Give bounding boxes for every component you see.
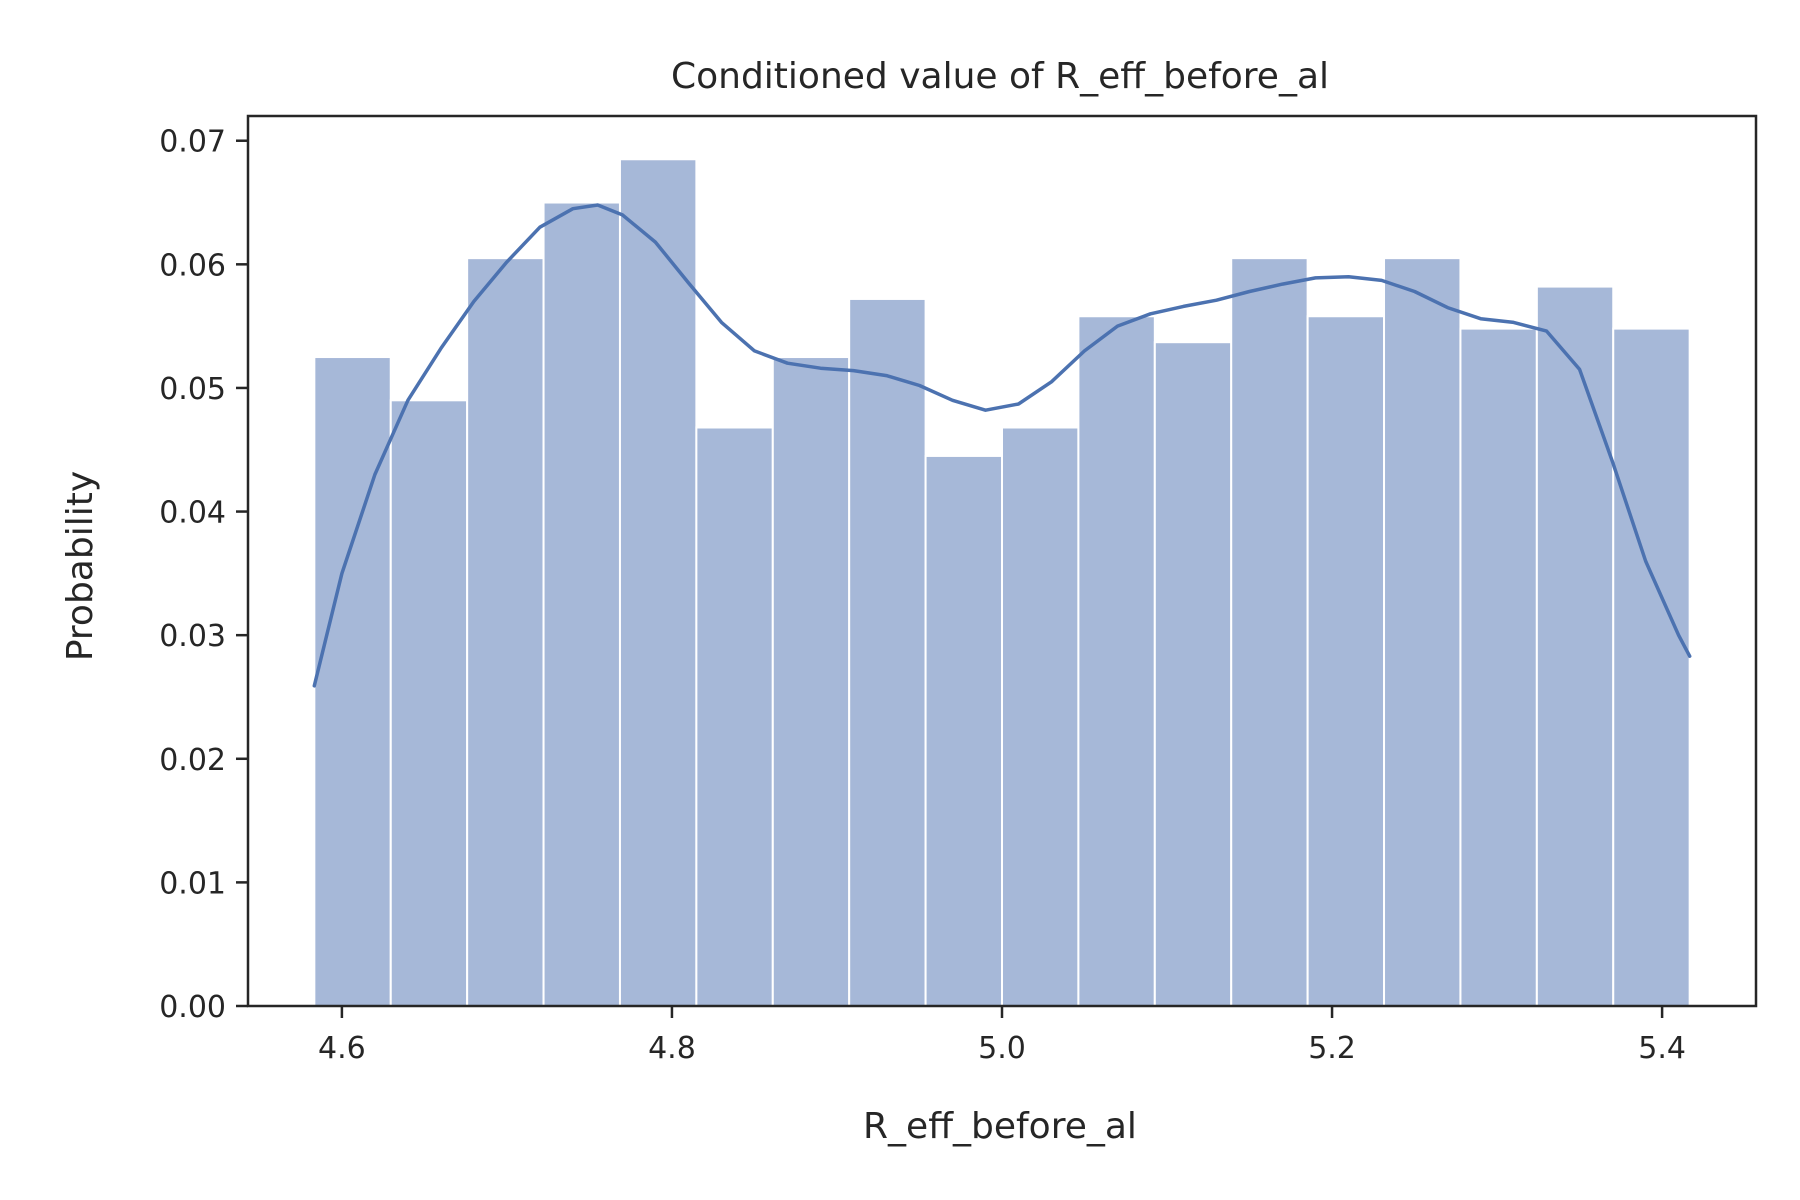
x-axis: 4.6 4.8 5.0 5.2 5.4 bbox=[318, 1006, 1686, 1066]
x-tick-label: 5.2 bbox=[1308, 1031, 1356, 1066]
histogram-bar bbox=[695, 426, 774, 1007]
x-tick-label: 5.0 bbox=[978, 1031, 1026, 1066]
chart-title: Conditioned value of R_eff_before_al bbox=[671, 56, 1329, 97]
histogram-bar bbox=[1306, 315, 1386, 1007]
histogram-bar bbox=[1230, 257, 1309, 1007]
histogram-bar bbox=[466, 257, 545, 1007]
y-tick-label: 0.05 bbox=[159, 372, 226, 407]
histogram-bar bbox=[1001, 426, 1080, 1007]
y-axis-label: Probability bbox=[60, 471, 101, 661]
x-tick-label: 4.8 bbox=[648, 1031, 696, 1066]
kde-line bbox=[312, 203, 1692, 688]
histogram-bar bbox=[1153, 341, 1233, 1008]
kde-group bbox=[312, 203, 1692, 688]
x-tick-label: 5.4 bbox=[1638, 1031, 1686, 1066]
histogram-bar bbox=[848, 297, 927, 1007]
y-tick-label: 0.00 bbox=[159, 990, 226, 1025]
histogram-bar bbox=[313, 356, 392, 1007]
histogram-bar bbox=[924, 454, 1003, 1007]
histogram-bar bbox=[618, 158, 698, 1007]
histogram-bar bbox=[389, 399, 469, 1007]
x-axis-label: R_eff_before_al bbox=[863, 1106, 1137, 1147]
y-tick-label: 0.01 bbox=[159, 866, 226, 901]
y-tick-label: 0.07 bbox=[159, 125, 226, 160]
histogram-bar bbox=[1077, 315, 1156, 1007]
histogram-bar bbox=[542, 201, 621, 1007]
bars-group bbox=[313, 158, 1691, 1008]
histogram-bar bbox=[1459, 327, 1538, 1008]
y-tick-label: 0.02 bbox=[159, 743, 226, 778]
y-axis: 0.00 0.01 0.02 0.03 0.04 0.05 0.06 0.07 bbox=[159, 125, 248, 1025]
x-tick-label: 4.6 bbox=[318, 1031, 366, 1066]
y-tick-label: 0.03 bbox=[159, 619, 226, 654]
y-tick-label: 0.06 bbox=[159, 248, 226, 283]
histogram-bar bbox=[1612, 327, 1691, 1008]
histogram-bar bbox=[1383, 257, 1462, 1007]
histogram-bar bbox=[771, 356, 851, 1007]
histogram-bar bbox=[1535, 285, 1615, 1008]
y-tick-label: 0.04 bbox=[159, 496, 226, 531]
